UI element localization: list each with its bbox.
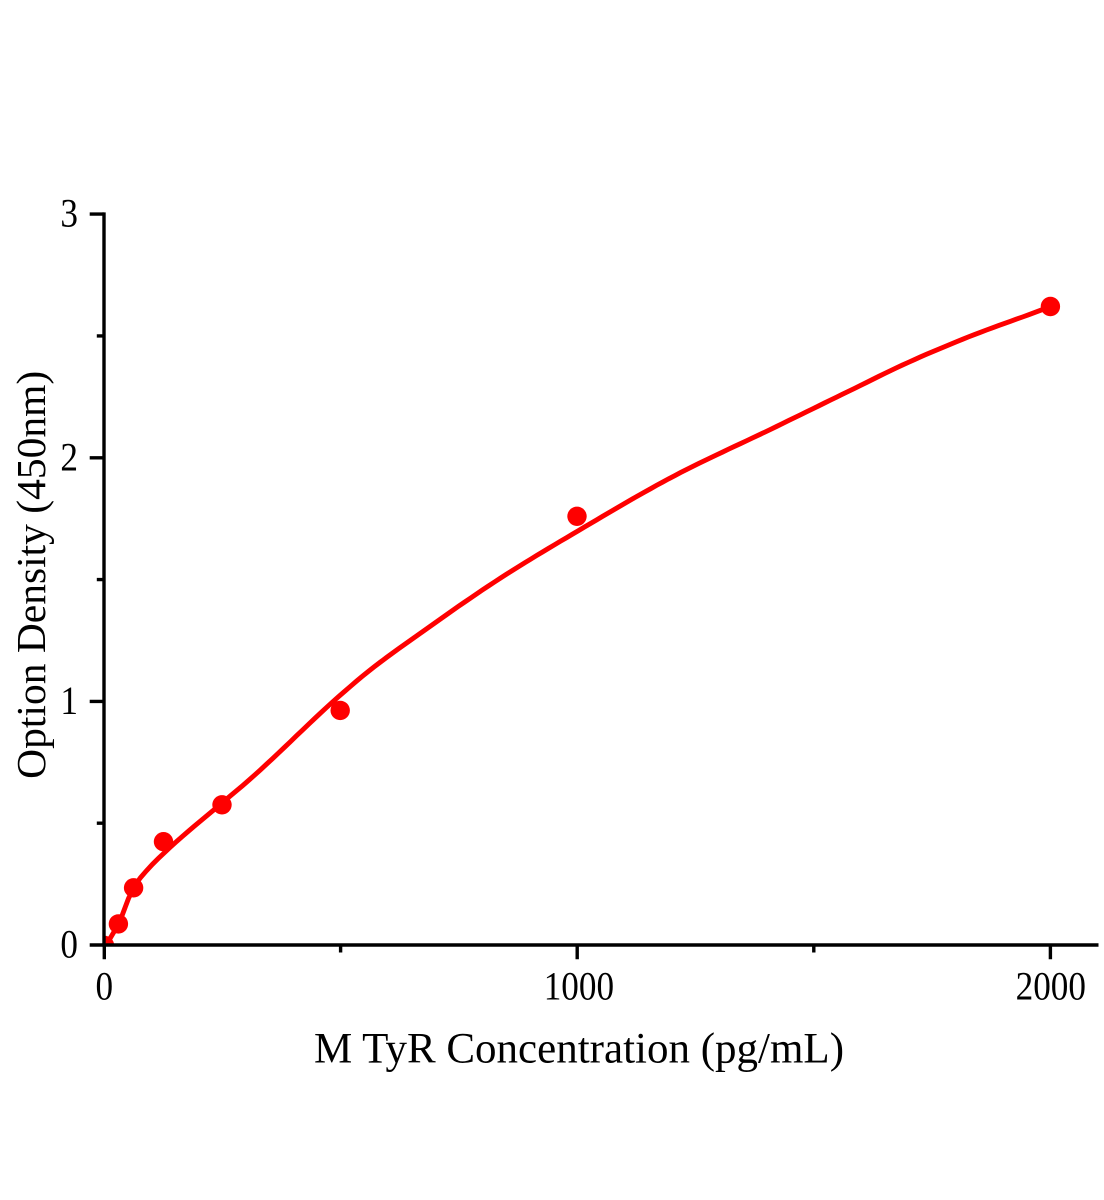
svg-text:M TyR Concentration (pg/mL): M TyR Concentration (pg/mL) bbox=[314, 1025, 844, 1072]
svg-text:1000: 1000 bbox=[544, 964, 614, 1009]
svg-text:2: 2 bbox=[60, 435, 78, 480]
svg-text:3: 3 bbox=[60, 192, 78, 237]
svg-text:0: 0 bbox=[60, 922, 78, 967]
svg-text:Option Density (450nm): Option Density (450nm) bbox=[8, 371, 55, 779]
svg-text:2000: 2000 bbox=[1016, 964, 1086, 1009]
svg-text:1: 1 bbox=[60, 679, 78, 724]
svg-text:0: 0 bbox=[96, 964, 114, 1009]
